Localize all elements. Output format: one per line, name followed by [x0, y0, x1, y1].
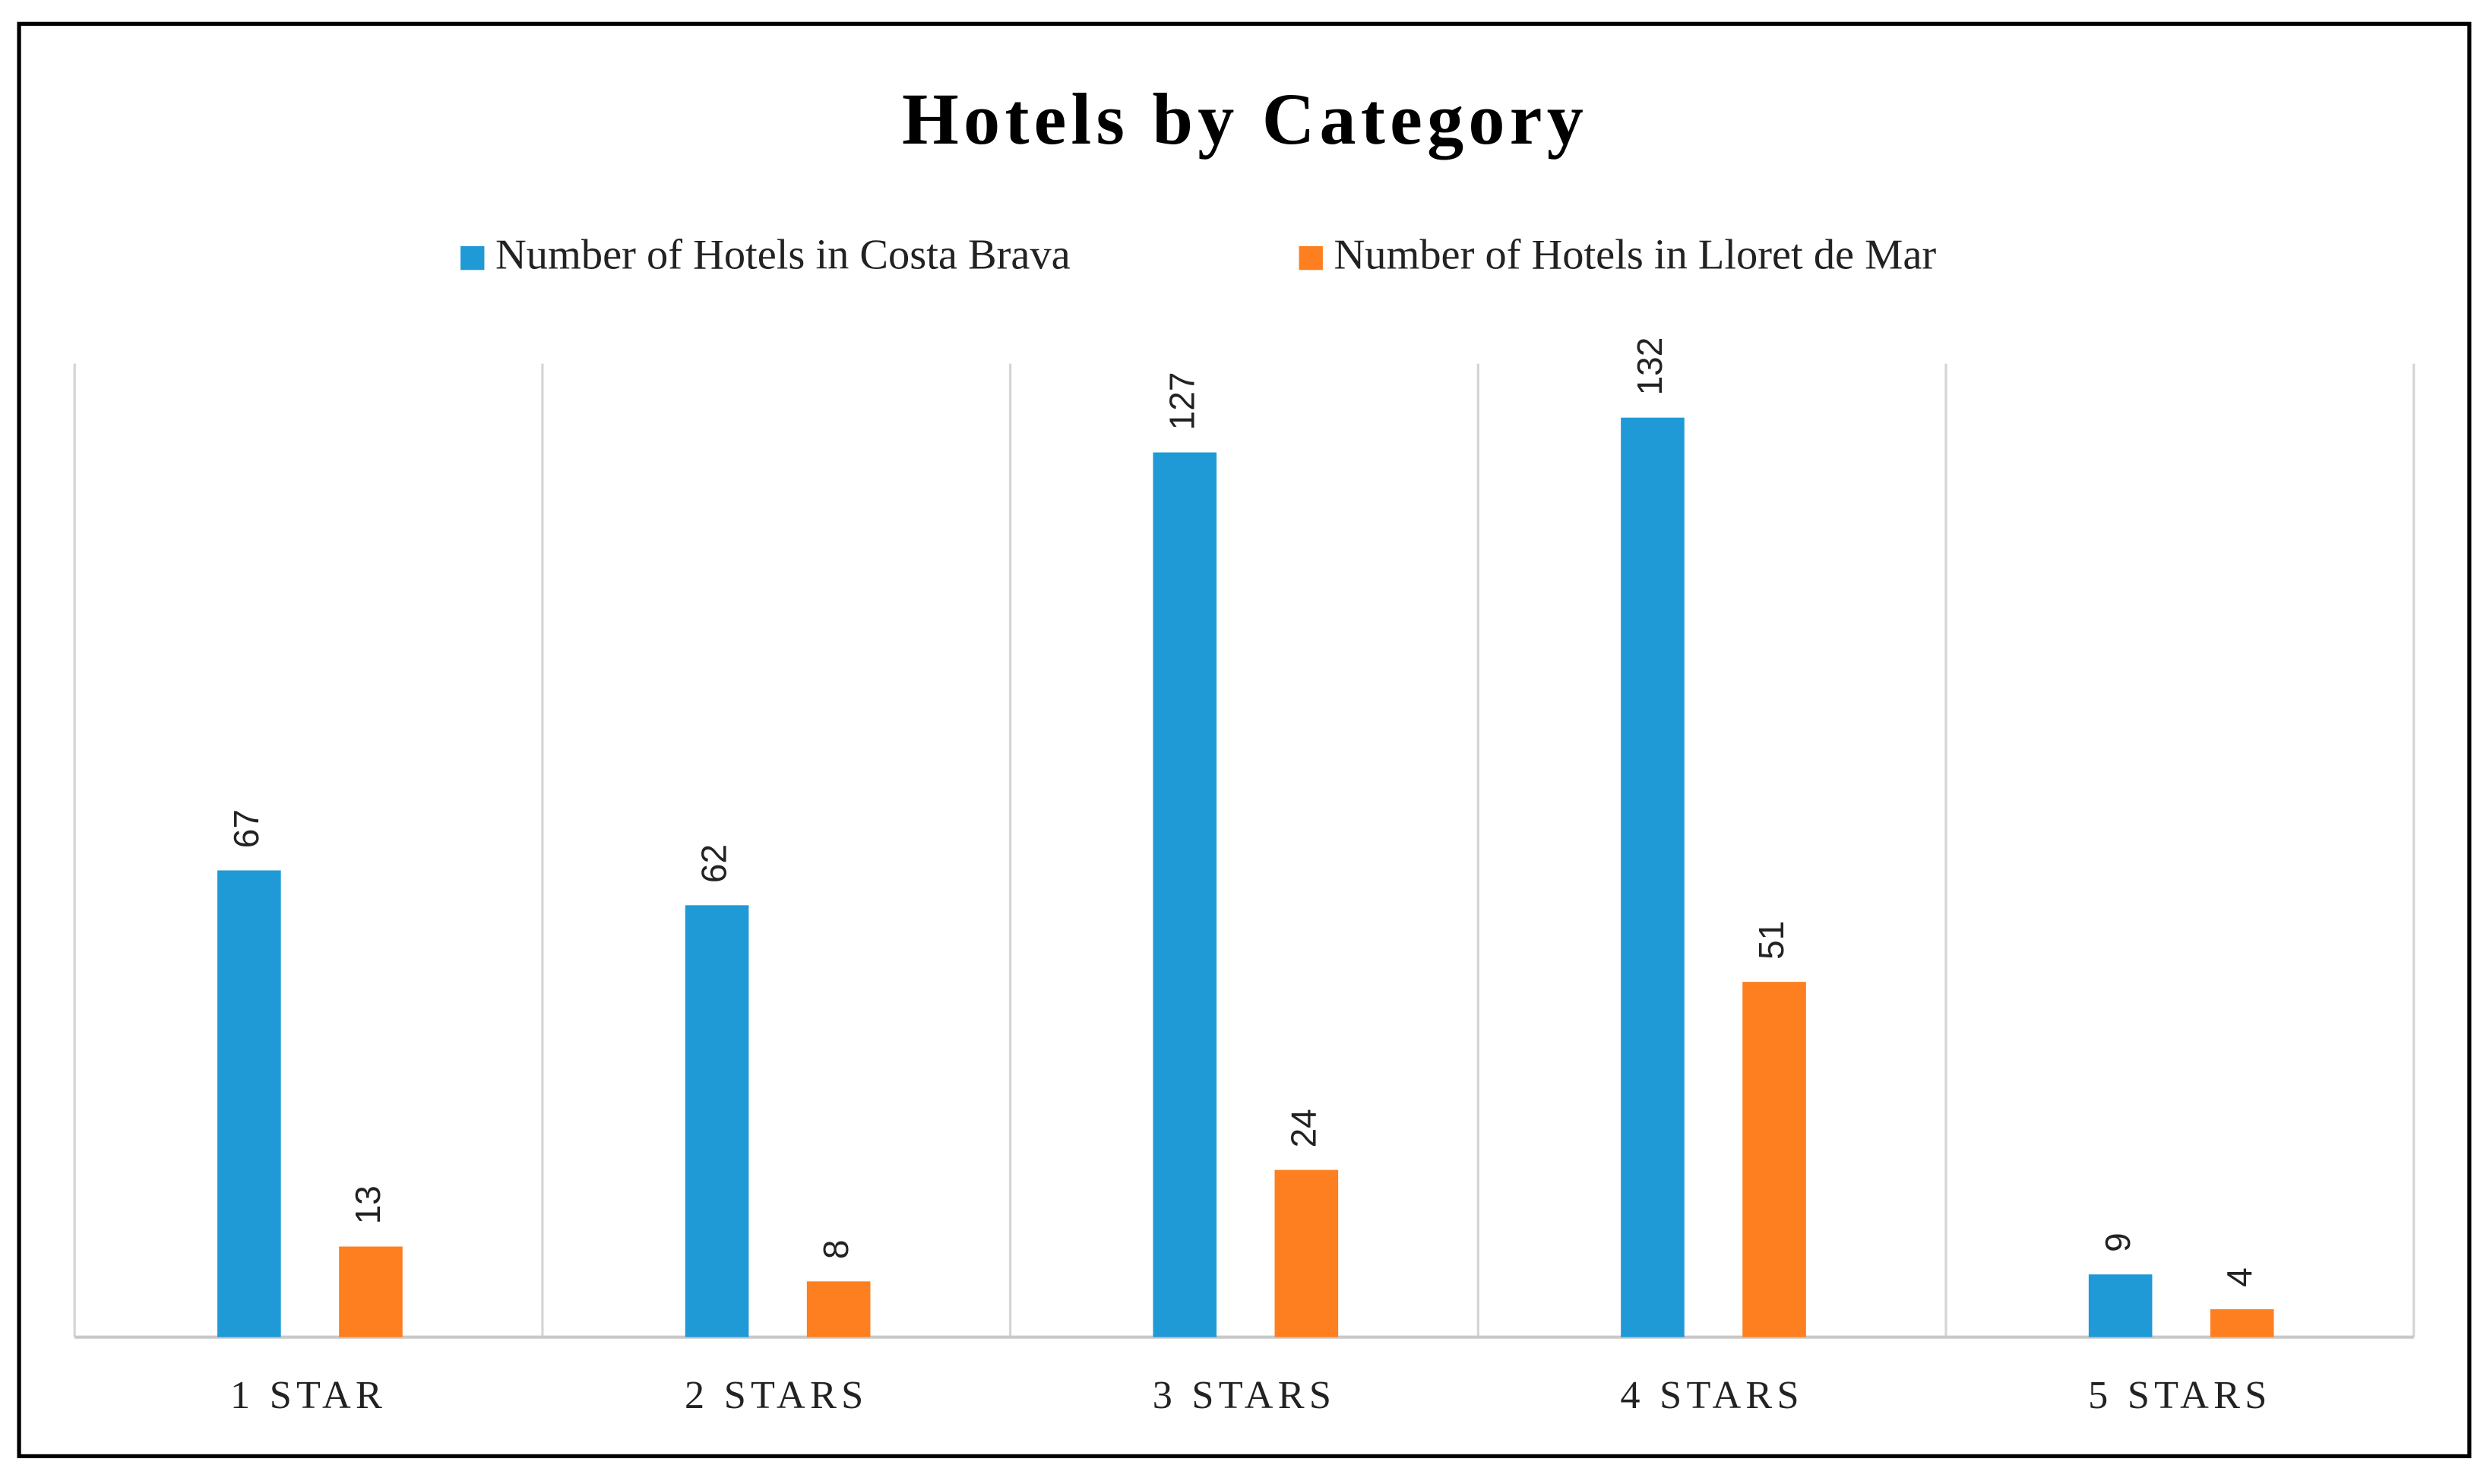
x-tick-label: 1 STAR: [230, 1373, 387, 1417]
value-label: 13: [348, 1185, 388, 1224]
legend-label: Number of Hotels in Costa Brava: [495, 232, 1071, 279]
x-tick-label: 4 STARS: [1620, 1373, 1803, 1417]
value-label: 9: [2098, 1232, 2137, 1252]
bar: [806, 1281, 871, 1337]
x-tick-label: 3 STARS: [1153, 1373, 1336, 1417]
x-tick-label: 2 STARS: [685, 1373, 868, 1417]
value-label: 4: [2219, 1267, 2259, 1287]
value-label: 8: [816, 1240, 856, 1260]
bar: [217, 870, 281, 1337]
value-label: 51: [1751, 921, 1791, 960]
bar: [1274, 1169, 1339, 1337]
value-label: 132: [1630, 337, 1669, 396]
value-label: 67: [226, 809, 266, 848]
bar: [1153, 452, 1217, 1337]
value-label: 62: [694, 844, 734, 883]
bar: [1742, 982, 1806, 1337]
chart-border: [17, 21, 2472, 1459]
value-label: 127: [1162, 372, 1201, 431]
x-tick-label: 5 STARS: [2088, 1373, 2271, 1417]
bar: [339, 1246, 403, 1337]
bar: [2210, 1309, 2274, 1337]
bar: [2088, 1274, 2153, 1337]
value-label: 24: [1283, 1109, 1323, 1147]
legend-swatch: [1299, 245, 1323, 271]
bar: [1621, 417, 1685, 1337]
legend-label: Number of Hotels in Lloret de Mar: [1334, 232, 1937, 279]
chart-title: Hotels by Category: [902, 78, 1588, 160]
legend-swatch: [460, 245, 485, 271]
bar: [685, 905, 749, 1337]
